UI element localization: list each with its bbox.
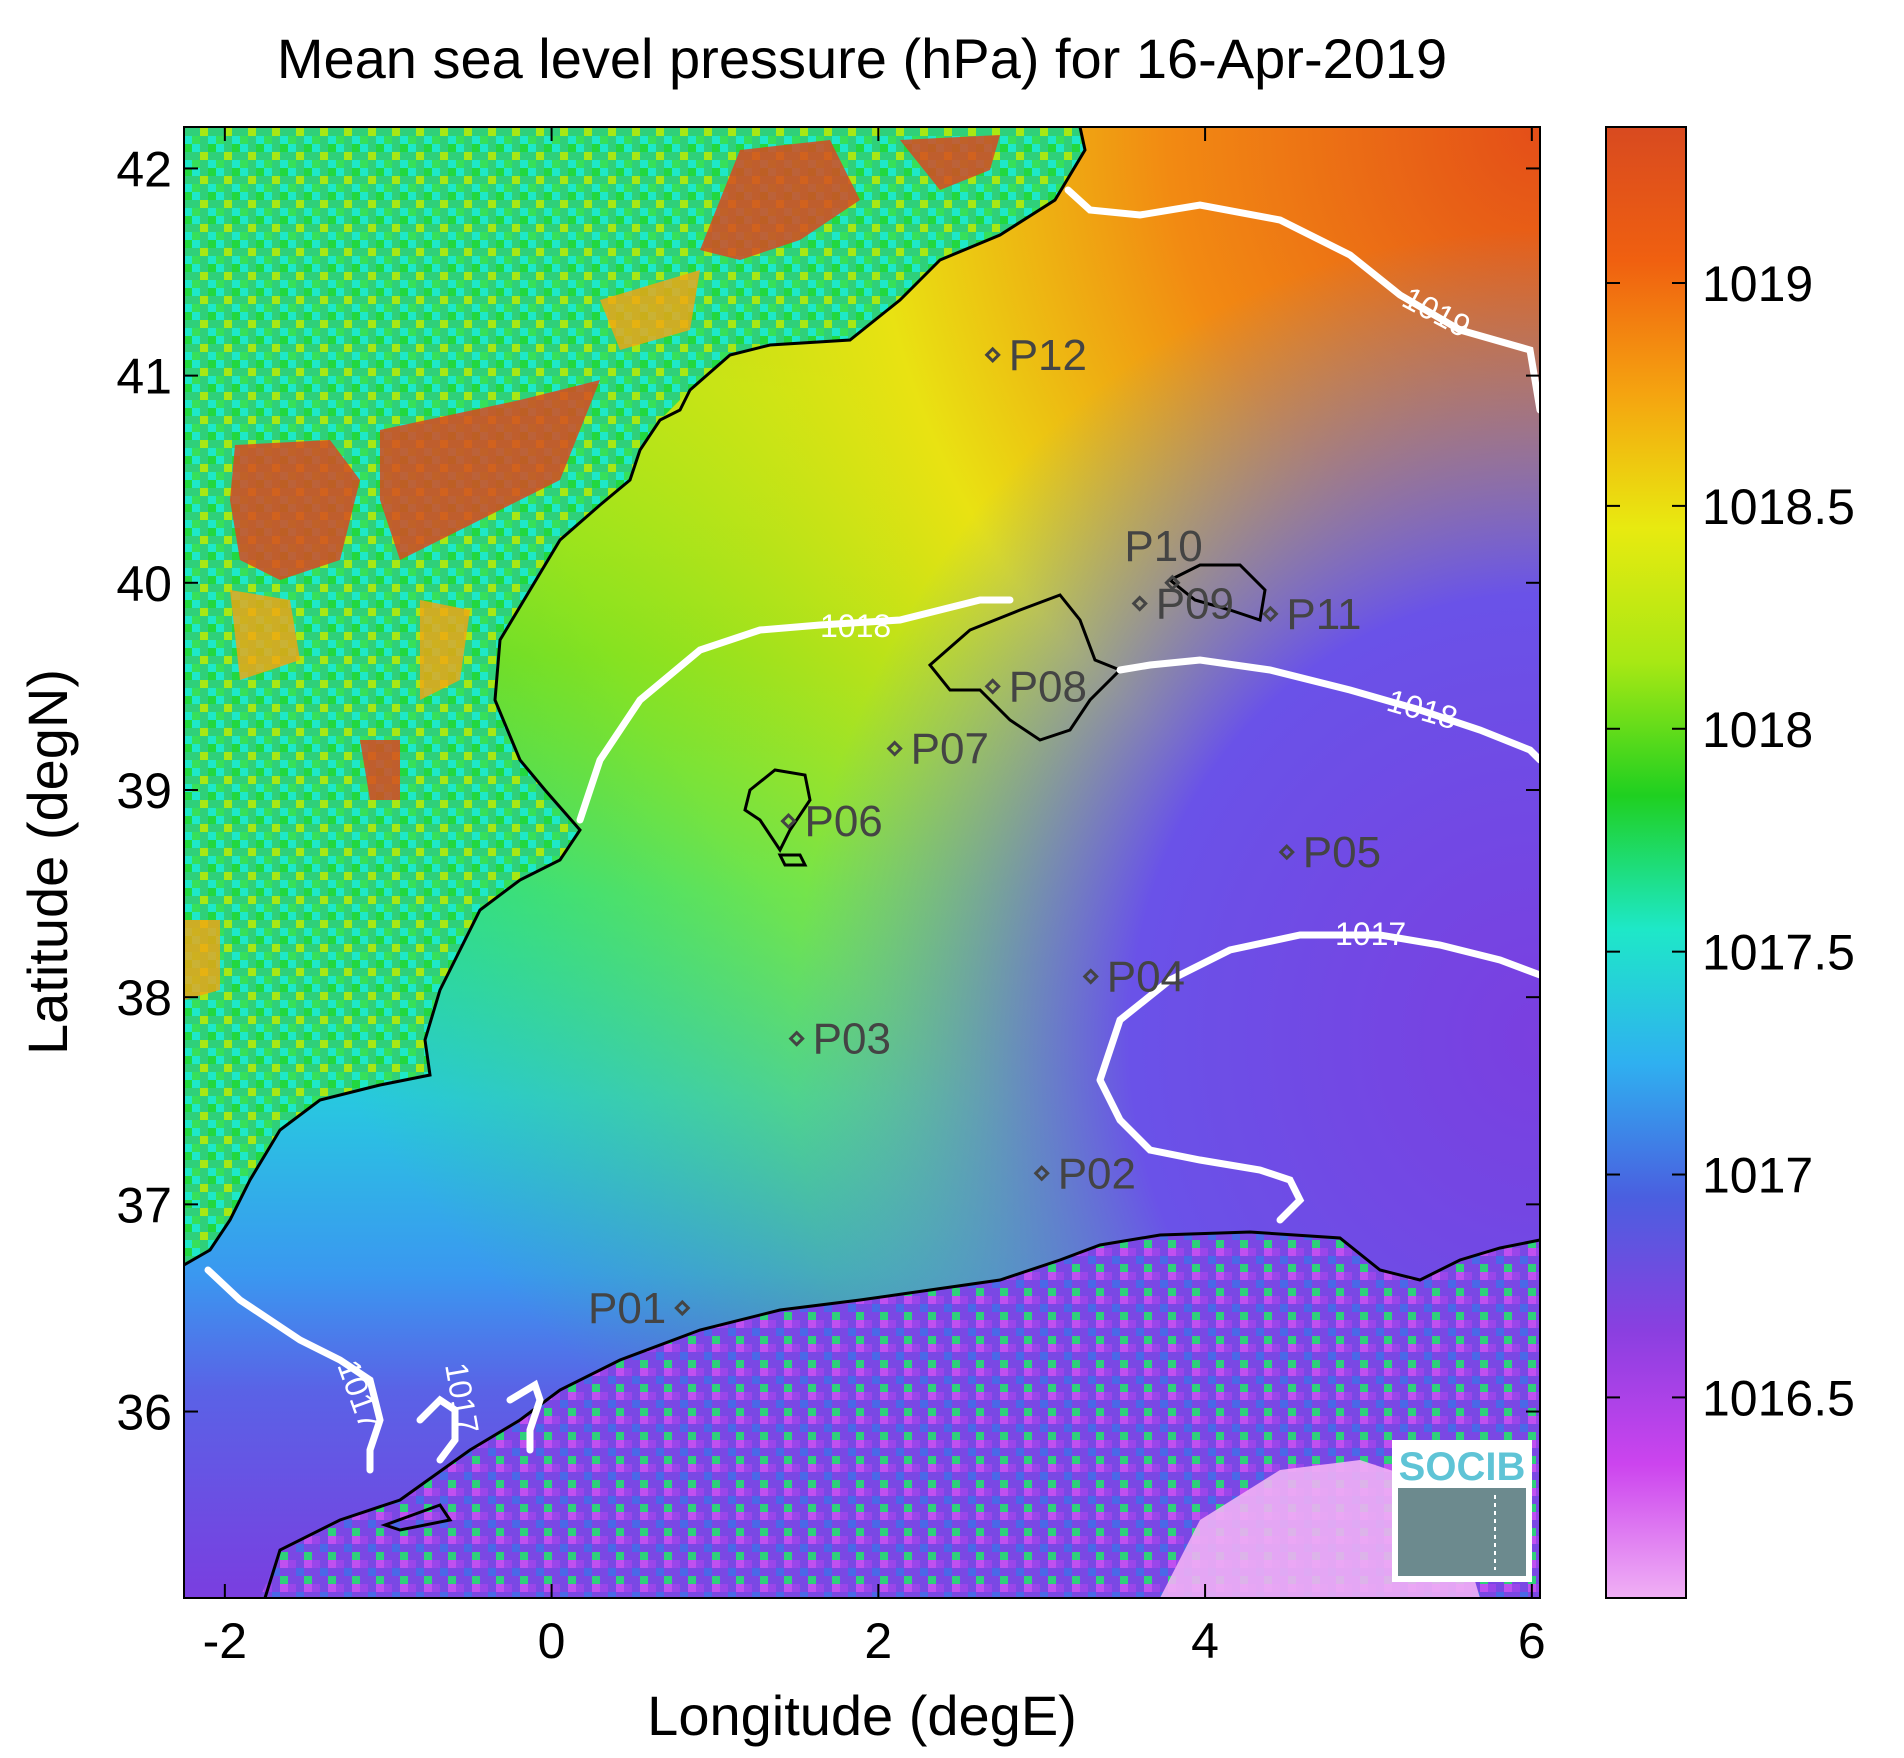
contour-1017-southwest-c [506, 1379, 544, 1454]
menorca-outline [1167, 563, 1267, 622]
station-label: P05 [1303, 828, 1381, 877]
contour-label: 1017 [1335, 916, 1406, 952]
contour-1017-low [1096, 931, 1540, 1224]
iberia-land [184, 127, 1085, 1265]
ibiza-outline [743, 768, 812, 853]
x-tick-label: 4 [1191, 1613, 1219, 1669]
contour-1019 [1064, 186, 1540, 414]
station-label: P01 [588, 1284, 666, 1333]
colorbar-tick-label: 1017.5 [1702, 925, 1855, 981]
station-marker [674, 1299, 691, 1317]
station-marker [1278, 844, 1295, 861]
mallorca-outline [927, 593, 1123, 742]
station-label: P02 [1058, 1149, 1136, 1198]
contour-1018-east [1116, 656, 1540, 764]
logo-text: SOCIB [1399, 1445, 1526, 1489]
y-tick-label: 37 [116, 1177, 172, 1233]
map-plot-area: 1019 1018 1018 1017 1017 1017 P01P02P03P… [184, 127, 1540, 1598]
station-label: P03 [813, 1015, 891, 1064]
y-tick-label: 40 [116, 556, 172, 612]
coastlines [184, 127, 1540, 1598]
iberia-coastline [184, 127, 1087, 1267]
y-tick-label: 41 [116, 349, 172, 405]
station-label: P04 [1107, 952, 1185, 1001]
socib-logo: SOCIB [1392, 1440, 1532, 1582]
colorbar-tick-label: 1019 [1702, 256, 1813, 312]
africa-coastline [263, 1230, 1540, 1598]
station-marker [780, 812, 797, 830]
x-tick-label: 0 [538, 1613, 566, 1669]
iberia-mid-spots [184, 270, 700, 1000]
station-marker [1262, 605, 1279, 623]
station-marker [1082, 968, 1099, 985]
station-marker [1164, 574, 1181, 591]
x-tick-label: 2 [864, 1613, 892, 1669]
colorbar-gradient [1606, 127, 1686, 1598]
formentera-outline [777, 853, 808, 867]
station-markers: P01 P02 P03 P04 P05 P06 P07 P08 P09 P10 P11 P12 [588, 331, 1381, 1333]
contour-1017-southwest-b [416, 1395, 459, 1464]
station-label: P10 [1124, 522, 1202, 571]
station-label: P11 [1286, 590, 1361, 639]
pressure-contours [204, 186, 1540, 1474]
colorbar-tick-label: 1018.5 [1702, 479, 1855, 535]
y-axis-label: Latitude (degN) [16, 669, 79, 1055]
colorbar-frame [1605, 126, 1687, 1599]
station-marker [788, 1030, 805, 1047]
iberia-high-spots [230, 135, 1000, 800]
station-marker [1131, 595, 1148, 612]
contour-label: 1018 [820, 608, 891, 644]
contour-1017-southwest-a [204, 1266, 384, 1474]
station-marker [984, 346, 1001, 364]
colorbar-tick-label: 1017 [1702, 1148, 1813, 1204]
station-marker [1033, 1165, 1050, 1182]
y-tick-label: 36 [116, 1385, 172, 1441]
colorbar-tick-label: 1016.5 [1702, 1370, 1855, 1426]
station-label: P09 [1156, 580, 1234, 629]
logo-image [1398, 1488, 1526, 1576]
alboran-isle-outline [380, 1503, 453, 1532]
x-tick-label: -2 [203, 1613, 247, 1669]
station-label: P07 [911, 725, 989, 774]
station-label: P12 [1009, 331, 1087, 380]
colorbar-tick-label: 1018 [1702, 702, 1813, 758]
colorbar-ticks: 1016.5 1017 1017.5 1018 1018.5 1019 [1606, 256, 1855, 1426]
station-label: P08 [1009, 662, 1087, 711]
contour-1018-west [576, 596, 1014, 824]
x-axis: -2 0 2 4 6 [203, 127, 1546, 1669]
x-axis-label: Longitude (degE) [647, 1684, 1077, 1747]
chart-title: Mean sea level pressure (hPa) for 16-Apr… [277, 27, 1447, 90]
y-axis: 36 37 38 39 40 41 42 [116, 141, 1540, 1441]
y-tick-label: 39 [116, 763, 172, 819]
station-marker [984, 678, 1001, 695]
africa-land [184, 1232, 1540, 1598]
colorbar: 1016.5 1017 1017.5 1018 1018.5 1019 [1605, 126, 1855, 1599]
x-tick-label: 6 [1518, 1613, 1546, 1669]
plot-frame [183, 126, 1541, 1599]
y-tick-label: 42 [116, 141, 172, 197]
station-marker [886, 740, 903, 757]
station-label: P06 [804, 797, 882, 846]
y-tick-label: 38 [116, 970, 172, 1026]
